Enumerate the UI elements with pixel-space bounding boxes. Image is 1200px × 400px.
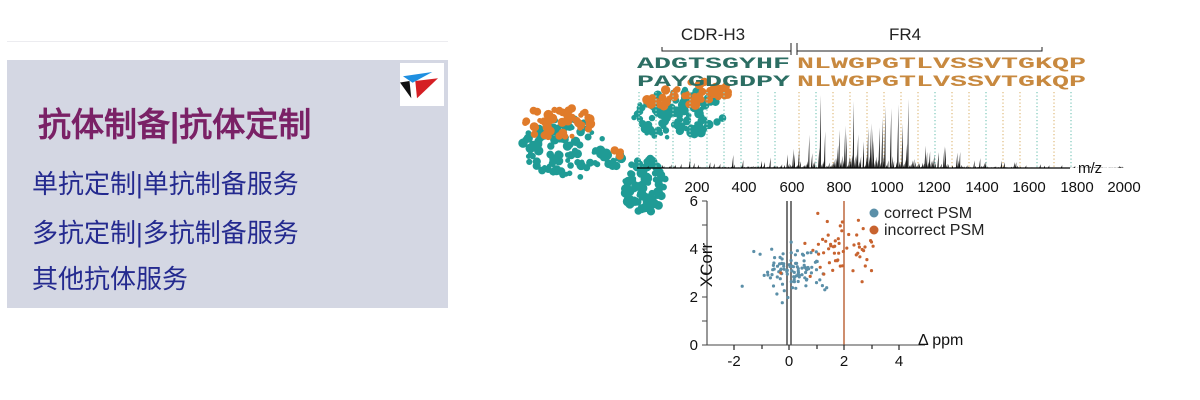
svg-text:800: 800: [826, 179, 851, 196]
svg-text:CDR-H3: CDR-H3: [681, 25, 745, 44]
svg-text:1200: 1200: [917, 179, 950, 196]
svg-text:m/z: m/z: [1078, 160, 1102, 177]
svg-text:-2: -2: [727, 353, 740, 370]
svg-text:1600: 1600: [1012, 179, 1045, 196]
svg-text:XCorr: XCorr: [697, 242, 716, 287]
svg-text:600: 600: [779, 179, 804, 196]
svg-text:Δ ppm: Δ ppm: [918, 332, 963, 349]
svg-text:6: 6: [690, 193, 698, 210]
svg-text:FR4: FR4: [889, 25, 921, 44]
svg-text:1000: 1000: [870, 179, 903, 196]
svg-text:correct PSM: correct PSM: [884, 205, 972, 222]
svg-text:1800: 1800: [1060, 179, 1093, 196]
svg-text:incorrect PSM: incorrect PSM: [884, 222, 984, 239]
svg-text:NLWGPGTLVSSVTGKQP: NLWGPGTLVSSVTGKQP: [797, 73, 1086, 91]
svg-text:1400: 1400: [965, 179, 998, 196]
svg-text:ADGTSGYHF: ADGTSGYHF: [637, 55, 790, 73]
svg-text:2: 2: [840, 353, 848, 370]
svg-text:0: 0: [690, 337, 698, 354]
svg-text:4: 4: [895, 353, 903, 370]
svg-text:PAYGDGDPY: PAYGDGDPY: [637, 73, 791, 91]
svg-text:NLWGPGTLVSSVTGKQP: NLWGPGTLVSSVTGKQP: [797, 55, 1086, 73]
svg-text:400: 400: [731, 179, 756, 196]
svg-text:2000: 2000: [1107, 179, 1140, 196]
svg-text:0: 0: [785, 353, 793, 370]
svg-text:2: 2: [690, 289, 698, 306]
